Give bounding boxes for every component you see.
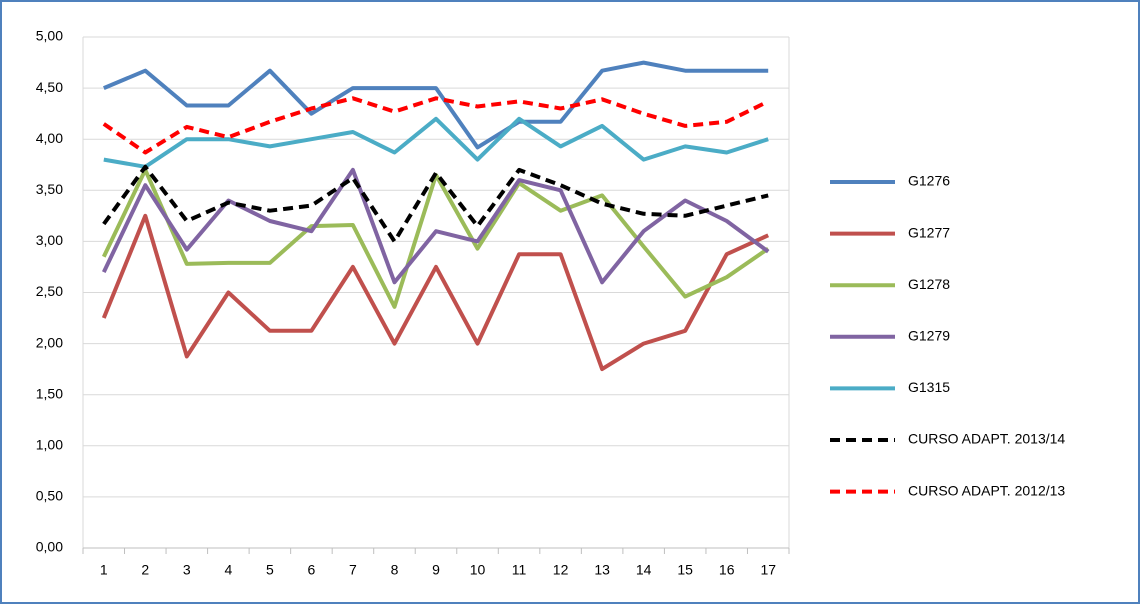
legend-label: CURSO ADAPT. 2012/13 xyxy=(908,482,1065,498)
x-tick-label: 5 xyxy=(266,562,274,578)
legend-label: G1276 xyxy=(908,173,950,189)
legend-label: G1315 xyxy=(908,379,950,395)
x-tick-label: 2 xyxy=(141,562,149,578)
series-line xyxy=(101,213,770,372)
x-tick-label: 15 xyxy=(677,562,693,578)
y-tick-label: 2,50 xyxy=(36,283,63,299)
legend-label: G1277 xyxy=(908,224,950,240)
legend-label: G1279 xyxy=(908,328,950,344)
x-tick-label: 16 xyxy=(719,562,735,578)
y-tick-label: 1,00 xyxy=(36,437,63,453)
series-line xyxy=(103,116,769,169)
x-tick-label: 3 xyxy=(183,562,191,578)
y-tick-label: 1,50 xyxy=(36,385,63,401)
y-tick-label: 4,00 xyxy=(36,130,63,146)
y-tick-label: 0,00 xyxy=(36,539,63,555)
y-tick-label: 4,50 xyxy=(36,79,63,95)
x-tick-label: 1 xyxy=(100,562,108,578)
x-tick-label: 10 xyxy=(470,562,486,578)
series-line xyxy=(103,60,769,150)
x-tick-label: 11 xyxy=(512,562,527,578)
x-tick-label: 17 xyxy=(760,562,776,578)
series-line xyxy=(101,167,770,285)
x-tick-label: 9 xyxy=(432,562,440,578)
y-tick-label: 3,50 xyxy=(36,181,63,197)
y-tick-label: 5,00 xyxy=(36,28,63,44)
legend-label: CURSO ADAPT. 2013/14 xyxy=(908,431,1065,447)
x-tick-label: 12 xyxy=(553,562,569,578)
x-tick-label: 14 xyxy=(636,562,652,578)
series-line xyxy=(102,164,769,244)
x-tick-label: 4 xyxy=(224,562,232,578)
x-tick-label: 6 xyxy=(308,562,316,578)
series-line xyxy=(102,96,770,155)
x-tick-label: 7 xyxy=(349,562,357,578)
legend-label: G1278 xyxy=(908,276,950,292)
y-tick-label: 2,00 xyxy=(36,334,63,350)
x-tick-label: 8 xyxy=(391,562,399,578)
x-tick-label: 13 xyxy=(594,562,610,578)
y-tick-label: 3,00 xyxy=(36,232,63,248)
y-tick-label: 0,50 xyxy=(36,488,63,504)
